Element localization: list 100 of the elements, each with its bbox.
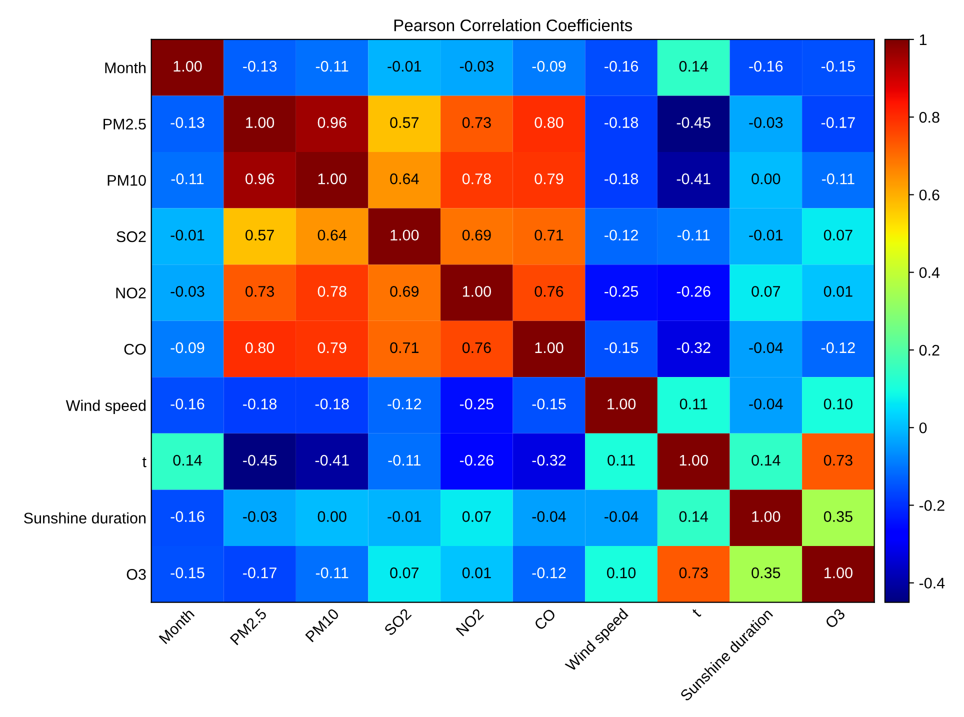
data-label: -0.25 xyxy=(460,398,494,410)
data-label: 0.96 xyxy=(246,173,274,184)
data-label: 0.35 xyxy=(752,567,780,578)
data-label: -0.12 xyxy=(388,398,422,410)
data-label: -0.25 xyxy=(604,286,638,297)
data-label: -0.15 xyxy=(170,567,204,578)
data-label: -0.17 xyxy=(243,567,276,578)
data-label: -0.32 xyxy=(676,342,710,354)
data-label: -0.09 xyxy=(170,342,204,354)
data-label: 0.00 xyxy=(752,173,780,184)
data-label: -0.45 xyxy=(676,117,710,128)
data-label: 0.78 xyxy=(318,286,346,297)
y-tick-label: CO xyxy=(124,344,146,355)
data-label: 0.76 xyxy=(534,286,564,297)
data-label: 0.14 xyxy=(679,511,708,522)
data-label: -0.12 xyxy=(532,567,566,578)
data-label: 0.71 xyxy=(390,342,419,354)
data-label: -0.18 xyxy=(243,398,277,410)
data-label: -0.01 xyxy=(749,230,783,241)
data-label: -0.12 xyxy=(821,342,855,354)
data-label: 0.64 xyxy=(318,230,347,241)
color-bar-label: -0.2 xyxy=(919,500,944,511)
y-tick-label: SO2 xyxy=(116,231,146,242)
color-bar-label: 0 xyxy=(919,422,927,434)
data-label: 0.07 xyxy=(824,230,852,241)
data-label: -0.04 xyxy=(604,511,638,522)
data-label: 0.69 xyxy=(390,286,419,297)
data-label: 1.00 xyxy=(174,60,202,72)
data-label: -0.16 xyxy=(170,511,204,522)
data-label: 1.00 xyxy=(680,454,708,466)
data-label: -0.15 xyxy=(532,398,566,410)
data-label: 0.01 xyxy=(462,567,491,578)
data-label: 0.96 xyxy=(318,117,346,128)
data-label: 0.14 xyxy=(752,454,780,466)
data-label: 0.80 xyxy=(246,342,274,354)
data-label: 0.73 xyxy=(824,454,852,466)
data-label: -0.16 xyxy=(604,60,638,72)
data-label: -0.04 xyxy=(749,398,783,410)
data-label: -0.11 xyxy=(316,567,348,578)
data-label: 0.73 xyxy=(462,117,491,128)
color-bar-label: 1 xyxy=(920,34,927,45)
data-label: -0.11 xyxy=(388,454,420,466)
data-label: 0.11 xyxy=(608,454,635,466)
data-label: -0.01 xyxy=(388,511,422,522)
data-label: -0.11 xyxy=(316,60,348,72)
data-label: -0.03 xyxy=(170,286,204,297)
data-label: -0.16 xyxy=(749,60,783,72)
data-label: 0.57 xyxy=(246,230,274,241)
data-label: 0.64 xyxy=(390,173,419,184)
data-label: -0.01 xyxy=(170,230,204,241)
data-label: 1.00 xyxy=(535,342,564,354)
data-label: -0.18 xyxy=(604,117,638,128)
chart-title: Pearson Correlation Coefficients xyxy=(394,19,632,32)
x-tick-label: O3 xyxy=(824,608,846,629)
color-bar-label: 0.4 xyxy=(919,267,940,278)
y-tick-label: t xyxy=(142,457,146,468)
y-tick-label: Sunshine duration xyxy=(24,512,146,524)
data-label: 0.14 xyxy=(679,60,708,72)
color-bar-label: 0.2 xyxy=(919,344,940,356)
data-label: -0.12 xyxy=(604,230,638,241)
data-label: -0.15 xyxy=(604,342,638,354)
data-label: -0.03 xyxy=(749,117,783,128)
data-label: -0.32 xyxy=(532,454,566,466)
data-label: -0.18 xyxy=(315,398,349,410)
data-label: -0.09 xyxy=(532,60,566,72)
y-tick-label: Month xyxy=(105,62,146,74)
data-label: 0.35 xyxy=(824,511,852,522)
data-label: 1.00 xyxy=(608,398,636,410)
data-label: 0.79 xyxy=(534,173,564,184)
data-label: 0.73 xyxy=(246,286,274,297)
data-label: -0.11 xyxy=(822,173,854,184)
data-label: 0.69 xyxy=(462,230,491,241)
data-label: 0.80 xyxy=(534,117,564,128)
data-label: 1.00 xyxy=(390,230,419,241)
data-label: 1.00 xyxy=(752,511,780,522)
data-label: -0.15 xyxy=(821,60,855,72)
y-tick-label: Wind speed xyxy=(66,400,146,414)
data-label: -0.13 xyxy=(170,117,204,128)
data-label: 0.07 xyxy=(462,511,491,522)
data-label: 0.79 xyxy=(318,342,346,354)
data-label: 1.00 xyxy=(318,173,346,184)
data-label: -0.11 xyxy=(171,173,204,184)
data-label: -0.04 xyxy=(749,342,783,354)
color-bar-label: 0.8 xyxy=(919,112,940,123)
x-tick-label: t xyxy=(692,608,702,618)
data-label: -0.13 xyxy=(243,60,277,72)
data-label: 0.07 xyxy=(752,286,780,297)
data-label: -0.03 xyxy=(460,60,494,72)
data-label: -0.01 xyxy=(388,60,422,72)
data-label: 0.71 xyxy=(534,230,564,241)
data-label: -0.18 xyxy=(604,173,638,184)
data-label: 0.78 xyxy=(462,173,491,184)
x-tick-label: CO xyxy=(534,608,556,631)
data-label: 1.00 xyxy=(462,286,491,297)
y-tick-label: O3 xyxy=(126,569,146,580)
data-label: -0.11 xyxy=(677,230,710,241)
data-label: 0.07 xyxy=(390,567,418,578)
data-label: -0.16 xyxy=(170,398,204,410)
y-tick-label: PM10 xyxy=(108,175,146,186)
data-label: 0.14 xyxy=(173,454,202,466)
